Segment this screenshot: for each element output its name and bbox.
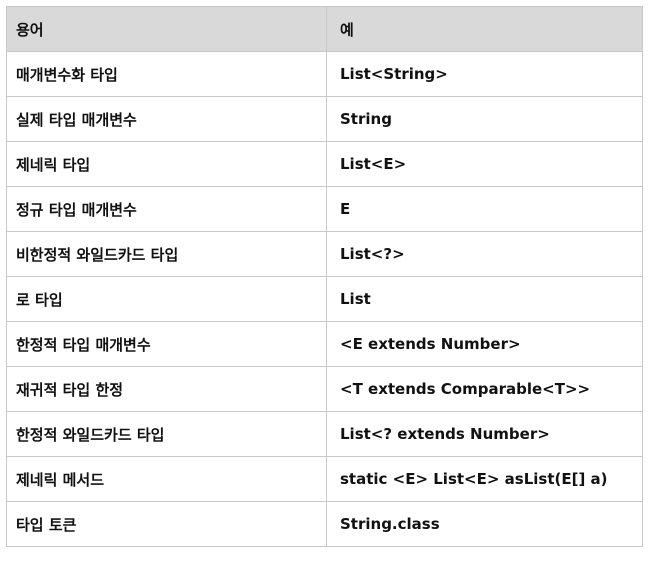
example-cell: List bbox=[326, 276, 643, 322]
example-cell: List<? extends Number> bbox=[326, 411, 643, 457]
example-cell: List<E> bbox=[326, 141, 643, 187]
table-row: 타입 토큰 String.class bbox=[6, 501, 643, 547]
example-cell: String bbox=[326, 96, 643, 142]
term-cell: 정규 타입 매개변수 bbox=[6, 186, 327, 232]
table-row: 제네릭 메서드 static <E> List<E> asList(E[] a) bbox=[6, 456, 643, 502]
term-cell: 제네릭 타입 bbox=[6, 141, 327, 187]
term-cell: 로 타입 bbox=[6, 276, 327, 322]
table-row: 매개변수화 타입 List<String> bbox=[6, 51, 643, 97]
table-row: 비한정적 와일드카드 타입 List<?> bbox=[6, 231, 643, 277]
term-cell: 재귀적 타입 한정 bbox=[6, 366, 327, 412]
table-row: 제네릭 타입 List<E> bbox=[6, 141, 643, 187]
example-cell: <T extends Comparable<T>> bbox=[326, 366, 643, 412]
terms-table-container: 용어 예 매개변수화 타입 List<String> 실제 타입 매개변수 St… bbox=[6, 6, 643, 547]
table-row: 한정적 와일드카드 타입 List<? extends Number> bbox=[6, 411, 643, 457]
example-cell: E bbox=[326, 186, 643, 232]
example-cell: String.class bbox=[326, 501, 643, 547]
example-column-header: 예 bbox=[326, 6, 643, 52]
table-row: 로 타입 List bbox=[6, 276, 643, 322]
table-row: 재귀적 타입 한정 <T extends Comparable<T>> bbox=[6, 366, 643, 412]
term-cell: 한정적 타입 매개변수 bbox=[6, 321, 327, 367]
term-column-header: 용어 bbox=[6, 6, 327, 52]
table-row: 실제 타입 매개변수 String bbox=[6, 96, 643, 142]
example-cell: List<?> bbox=[326, 231, 643, 277]
generics-terms-table: 용어 예 매개변수화 타입 List<String> 실제 타입 매개변수 St… bbox=[6, 6, 643, 547]
term-cell: 매개변수화 타입 bbox=[6, 51, 327, 97]
term-cell: 비한정적 와일드카드 타입 bbox=[6, 231, 327, 277]
table-header-row: 용어 예 bbox=[6, 6, 643, 52]
term-cell: 한정적 와일드카드 타입 bbox=[6, 411, 327, 457]
table-row: 정규 타입 매개변수 E bbox=[6, 186, 643, 232]
table-row: 한정적 타입 매개변수 <E extends Number> bbox=[6, 321, 643, 367]
term-cell: 타입 토큰 bbox=[6, 501, 327, 547]
term-cell: 제네릭 메서드 bbox=[6, 456, 327, 502]
term-cell: 실제 타입 매개변수 bbox=[6, 96, 327, 142]
example-cell: static <E> List<E> asList(E[] a) bbox=[326, 456, 643, 502]
example-cell: <E extends Number> bbox=[326, 321, 643, 367]
example-cell: List<String> bbox=[326, 51, 643, 97]
